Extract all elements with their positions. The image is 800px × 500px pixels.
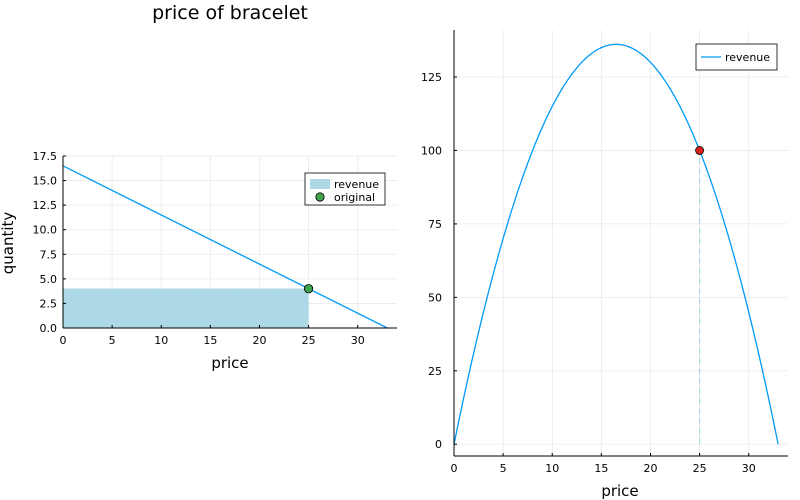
- left-point-layer: [303, 284, 314, 294]
- left-y-tick-label-1: 2.5: [40, 297, 58, 310]
- right-plot: 0 5 10 15 20 25 30 0 25 50 75 100 125 price revenue: [421, 30, 788, 500]
- right-curve-layer: [453, 43, 779, 445]
- left-legend: revenue original: [304, 172, 386, 206]
- left-plot: price of bracelet 0 5 10 15 20 25 30 0.0 2.5 5.0 7…: [0, 2, 397, 372]
- right-grid: [453, 30, 788, 456]
- left-legend-revenue-swatch: [310, 179, 330, 189]
- right-legend: revenue: [695, 43, 778, 71]
- left-x-axis-label: price: [211, 354, 248, 372]
- left-revenue-rect-layer: [63, 288, 310, 328]
- left-legend-original-marker: [315, 192, 325, 202]
- right-x-axis-label: price: [601, 482, 638, 500]
- right-ticks: 0 5 10 15 20 25 30 0 25 50 75 100 125: [421, 71, 756, 475]
- left-axes: [62, 156, 397, 329]
- left-x-tick-label-6: 30: [351, 334, 365, 347]
- left-legend-original-label: original: [334, 191, 375, 204]
- left-ticks: 0 5 10 15 20 25 30 0.0 2.5 5.0 7.5 10.0 12.5 15.0 17.5: [33, 150, 365, 347]
- right-y-tick-label-1: 25: [428, 365, 442, 378]
- left-y-tick-label-4: 10.0: [33, 224, 58, 237]
- left-legend-revenue-label: revenue: [334, 178, 379, 191]
- left-x-tick-label-3: 15: [203, 334, 217, 347]
- left-revenue-rect: [63, 288, 309, 328]
- left-y-tick-label-7: 17.5: [33, 150, 58, 163]
- right-axes: [453, 30, 788, 457]
- right-x-tick-label-4: 20: [643, 462, 657, 475]
- right-x-tick-label-3: 15: [594, 462, 608, 475]
- left-y-tick-label-3: 7.5: [40, 248, 58, 261]
- left-original-point: [303, 284, 314, 294]
- right-x-tick-label-2: 10: [545, 462, 559, 475]
- left-y-tick-label-6: 15.0: [33, 175, 58, 188]
- left-y-tick-label-2: 5.0: [40, 273, 58, 286]
- right-x-tick-label-6: 30: [742, 462, 756, 475]
- right-y-tick-label-4: 100: [421, 144, 442, 157]
- left-plot-title: price of bracelet: [152, 2, 308, 24]
- left-y-tick-label-5: 12.5: [33, 199, 58, 212]
- right-y-tick-label-3: 75: [428, 218, 442, 231]
- right-revenue-curve: [453, 43, 779, 445]
- left-demand-line: [62, 165, 388, 329]
- left-y-tick-label-0: 0.0: [40, 322, 58, 335]
- right-y-tick-label-2: 50: [428, 291, 442, 304]
- left-x-tick-label-1: 5: [109, 334, 116, 347]
- right-x-tick-label-0: 0: [451, 462, 458, 475]
- right-y-tick-label-5: 125: [421, 71, 442, 84]
- left-demand-layer: [62, 165, 388, 329]
- right-x-tick-label-5: 25: [693, 462, 707, 475]
- left-x-tick-label-4: 20: [252, 334, 266, 347]
- left-x-tick-label-2: 10: [154, 334, 168, 347]
- left-y-axis-label: quantity: [0, 212, 17, 275]
- right-x-tick-label-1: 5: [500, 462, 507, 475]
- right-price-point: [695, 146, 704, 155]
- left-x-tick-label-0: 0: [60, 334, 67, 347]
- right-y-tick-label-0: 0: [435, 438, 442, 451]
- right-legend-revenue-label: revenue: [725, 51, 770, 64]
- right-point-layer: [695, 146, 704, 155]
- left-x-tick-label-5: 25: [302, 334, 316, 347]
